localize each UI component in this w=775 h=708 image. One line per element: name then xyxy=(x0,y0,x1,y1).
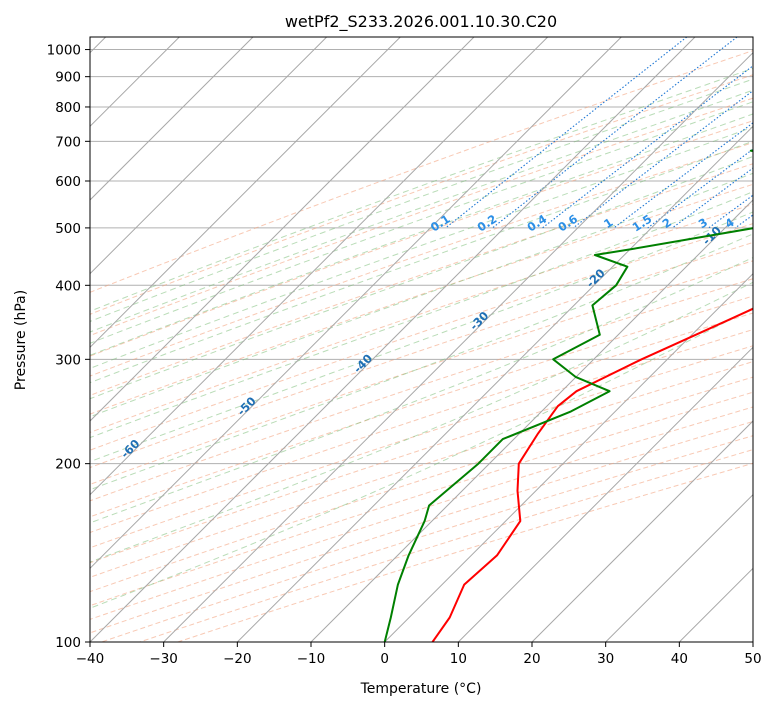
profiles xyxy=(383,149,753,642)
dry-adiabat xyxy=(90,329,753,549)
x-tick-label: −10 xyxy=(297,651,326,667)
mixing-ratio-line xyxy=(445,37,688,229)
moist-adiabat xyxy=(90,233,753,491)
pressure-gridlines xyxy=(90,49,753,642)
dewpoint-profile xyxy=(383,149,753,642)
plot-frame xyxy=(89,36,754,643)
y-tick-label: 800 xyxy=(55,100,81,116)
isotherm xyxy=(90,37,549,496)
isotherm xyxy=(236,125,753,642)
x-tick-label: −20 xyxy=(223,651,252,667)
x-tick-label: −30 xyxy=(149,651,178,667)
dry-adiabat xyxy=(90,97,753,337)
moist-adiabat xyxy=(90,126,753,369)
moist-adiabat xyxy=(90,89,753,333)
isotherm xyxy=(90,37,401,349)
isotherm xyxy=(457,346,753,642)
isotherm xyxy=(605,493,753,642)
plot-area: -100-90-80-70-60-50-40-30-20-10010203040… xyxy=(90,37,753,642)
moist-adiabat xyxy=(90,78,753,323)
isotherm xyxy=(90,37,475,422)
dry-adiabat xyxy=(90,312,753,534)
moist-adiabat xyxy=(90,155,753,400)
x-tick-label: 20 xyxy=(523,651,540,667)
y-tick-label: 600 xyxy=(55,174,81,190)
moist-adiabat xyxy=(90,281,753,563)
mixing-ratio-line xyxy=(542,65,753,229)
x-tick-label: 0 xyxy=(380,651,389,667)
y-tick-label: 1000 xyxy=(47,43,81,59)
isotherm xyxy=(310,199,753,642)
dry-adiabat xyxy=(90,345,753,564)
x-tick-label: 30 xyxy=(597,651,614,667)
moist-adiabat xyxy=(90,172,753,418)
chart-title: wetPf2_S233.2026.001.10.30.C20 xyxy=(285,12,557,32)
moist-adiabat xyxy=(90,67,753,312)
moist-adiabat xyxy=(90,211,753,463)
isotherm xyxy=(90,37,328,275)
isotherm xyxy=(531,420,753,642)
x-tick-label: 40 xyxy=(671,651,688,667)
mixing-ratio-line xyxy=(613,122,753,229)
y-axis-label: Pressure (hPa) xyxy=(13,290,29,390)
moist-adiabats xyxy=(90,67,753,609)
dry-adiabat xyxy=(90,278,753,502)
dry-adiabat xyxy=(90,391,753,607)
y-tick-label: 200 xyxy=(55,457,81,473)
moist-adiabat xyxy=(90,256,753,524)
dry-adiabat xyxy=(90,142,753,377)
isotherm xyxy=(163,51,753,642)
dry-adiabat xyxy=(90,50,753,293)
dry-adiabat xyxy=(90,361,753,578)
isotherm xyxy=(90,37,254,201)
dry-adiabat xyxy=(90,163,753,396)
y-tick-label: 500 xyxy=(55,221,81,237)
isotherms xyxy=(90,37,753,642)
y-tick-label: 900 xyxy=(55,70,81,86)
y-tick-label: 300 xyxy=(55,352,81,368)
x-tick-label: −40 xyxy=(76,651,105,667)
dry-adiabat xyxy=(90,241,753,469)
y-tick-label: 100 xyxy=(55,635,81,651)
dry-adiabat xyxy=(90,295,753,518)
isotherm xyxy=(90,37,622,570)
isotherm xyxy=(90,37,696,642)
temperature-profile xyxy=(431,307,753,642)
dry-adiabat xyxy=(90,223,753,451)
x-axis-label: Temperature (°C) xyxy=(360,681,482,697)
y-axis: 1000 900 800 700 600 500 400 300 200 100 xyxy=(47,43,90,651)
dry-adiabat xyxy=(90,376,753,593)
mixing-ratio-line xyxy=(672,167,753,229)
x-axis: −40 −30 −20 −10 0 10 20 30 40 50 xyxy=(76,642,762,667)
mixing-ratio-line xyxy=(492,37,738,229)
moist-adiabat xyxy=(90,140,753,384)
y-tick-label: 700 xyxy=(55,134,81,150)
y-tick-label: 400 xyxy=(55,278,81,294)
dry-adiabats xyxy=(90,50,753,642)
x-tick-label: 10 xyxy=(450,651,467,667)
mixing-ratio-lines xyxy=(445,37,753,229)
moist-adiabat xyxy=(90,113,753,356)
x-tick-label: 50 xyxy=(744,651,761,667)
